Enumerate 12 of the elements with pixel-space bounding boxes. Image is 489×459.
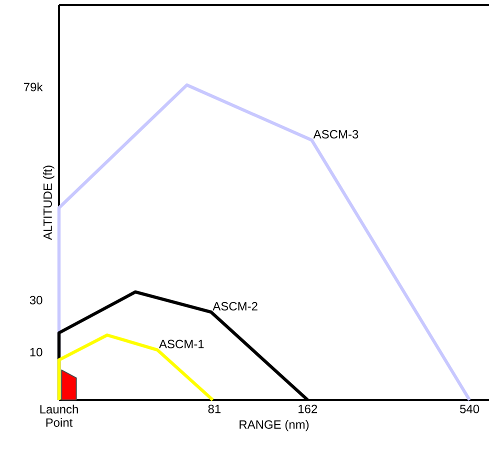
text: 30	[30, 296, 42, 304]
text: 79k	[24, 82, 43, 92]
x-tick-label: 162	[298, 404, 318, 414]
x-tick-label: 540	[460, 404, 480, 414]
series-label: ASCM-2	[212, 302, 258, 311]
series-label: ASCM-3	[313, 130, 358, 139]
x-axis-title: RANGE (nm)	[240, 420, 309, 432]
y-axis-title: ALTITUDE (ft)	[43, 166, 54, 240]
x-tick-label: 81	[208, 404, 221, 414]
text: 10	[30, 348, 42, 356]
x-tick-label: Launch Point	[40, 404, 78, 427]
series-label: ASCM-1	[159, 340, 204, 348]
